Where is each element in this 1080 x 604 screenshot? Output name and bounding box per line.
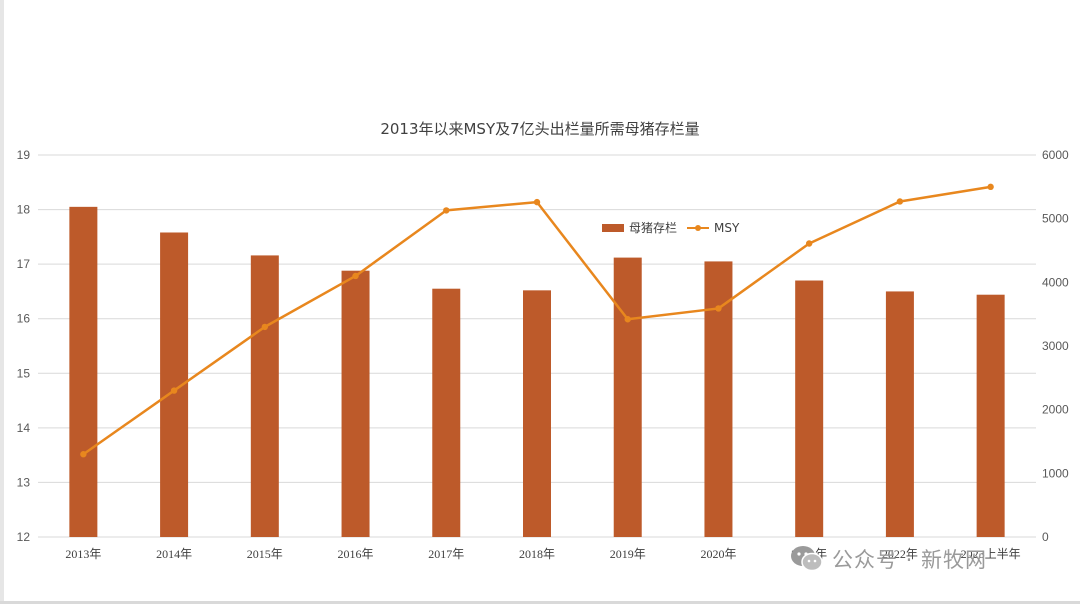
chart-title: 2013年以来MSY及7亿头出栏量所需母猪存栏量 [380, 120, 700, 138]
y-right-tick-label: 2000 [1042, 403, 1069, 417]
point-msy [443, 207, 450, 214]
point-msy [805, 240, 813, 247]
point-msy [715, 305, 722, 312]
x-tick-label: 2015年 [247, 547, 283, 561]
y-left-tick-label: 12 [17, 530, 31, 544]
legend-label-msy: MSY [714, 220, 740, 235]
bar-sows [250, 255, 279, 537]
bar-sows [885, 291, 914, 537]
point-msy [896, 198, 904, 205]
x-tick-label: 2014年 [156, 547, 192, 561]
point-msy [533, 198, 541, 206]
y-left-tick-label: 15 [17, 366, 31, 380]
legend-swatch-bar [602, 223, 624, 232]
y-right-tick-label: 1000 [1042, 466, 1069, 480]
x-tick-label: 2013年 [65, 547, 101, 561]
bar-sows [341, 270, 370, 537]
legend-swatch-line [687, 223, 710, 233]
x-tick-label: 2017年 [428, 547, 464, 561]
x-tick-label: 2018年 [519, 547, 555, 561]
watermark: 公众号 · 新牧网 [790, 544, 987, 574]
wechat-icon [791, 546, 823, 572]
bar-sows [523, 290, 551, 537]
x-tick-label: 2022年 [882, 547, 918, 561]
left-border [0, 0, 4, 604]
y-left-tick-label: 19 [17, 148, 31, 162]
watermark-text: 公众号 · 新牧网 [832, 548, 988, 572]
x-tick-label: 2019年 [610, 547, 646, 561]
point-msy [261, 323, 269, 331]
y-left-tick-label: 18 [17, 203, 31, 217]
y-right-tick-label: 3000 [1042, 339, 1069, 353]
point-msy [352, 272, 359, 280]
y-right-tick-label: 6000 [1042, 148, 1069, 162]
x-tick-label: 2016年 [338, 547, 374, 561]
bar-sows [613, 257, 642, 537]
bottom-border [0, 601, 1080, 604]
bar-sows [795, 280, 824, 537]
bar-sows [69, 206, 98, 538]
y-left-tick-label: 17 [17, 257, 31, 271]
y-left-tick-label: 13 [17, 475, 31, 489]
bar-sows [432, 288, 461, 537]
point-msy [170, 387, 178, 394]
point-msy [80, 451, 87, 458]
legend-item-sows: 母猪存栏 [602, 219, 677, 236]
y-right-tick-label: 0 [1042, 530, 1049, 544]
x-tick-label: 2023上半年 [961, 547, 1021, 561]
legend: 母猪存栏 MSY [602, 219, 739, 236]
x-tick-label: 2020年 [700, 547, 736, 561]
legend-item-msy: MSY [687, 221, 739, 235]
y-left-tick-label: 16 [17, 312, 31, 326]
point-msy [987, 183, 994, 191]
y-right-tick-label: 4000 [1042, 275, 1069, 289]
y-left-tick-label: 14 [17, 421, 31, 435]
bar-sows [976, 294, 1005, 537]
legend-label-sows: 母猪存栏 [629, 221, 678, 235]
y-right-tick-label: 5000 [1042, 212, 1069, 226]
point-msy [624, 316, 631, 323]
